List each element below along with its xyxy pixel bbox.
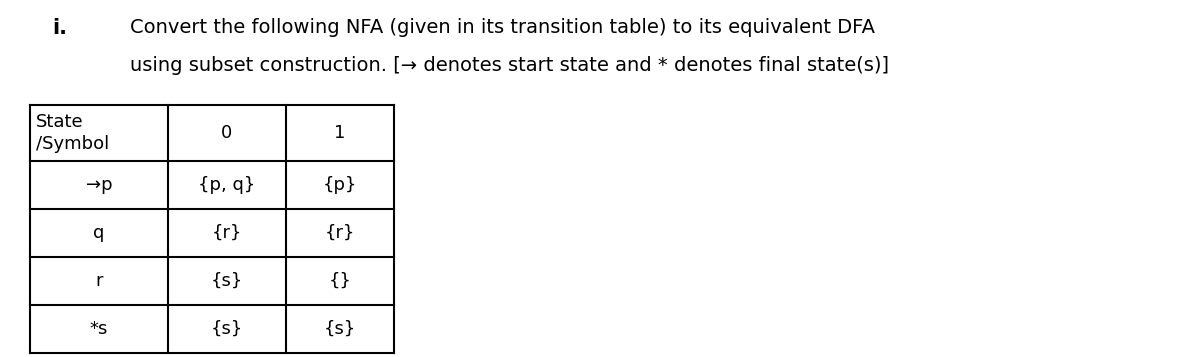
Text: q: q <box>94 224 104 242</box>
Text: {s}: {s} <box>211 272 244 290</box>
Text: using subset construction. [→ denotes start state and * denotes final state(s)]: using subset construction. [→ denotes st… <box>130 56 889 75</box>
Text: →p: →p <box>85 176 113 194</box>
Text: {p, q}: {p, q} <box>198 176 256 194</box>
Text: {p}: {p} <box>323 176 358 194</box>
Text: 1: 1 <box>335 124 346 142</box>
Text: {}: {} <box>329 272 352 290</box>
Text: *s: *s <box>90 320 108 338</box>
Text: i.: i. <box>52 18 67 38</box>
Text: {s}: {s} <box>211 320 244 338</box>
Text: /Symbol: /Symbol <box>36 135 109 153</box>
Text: Convert the following NFA (given in its transition table) to its equivalent DFA: Convert the following NFA (given in its … <box>130 18 875 37</box>
Text: {s}: {s} <box>324 320 356 338</box>
Text: 0: 0 <box>221 124 233 142</box>
Text: r: r <box>95 272 103 290</box>
Text: State: State <box>36 113 84 131</box>
Text: {r}: {r} <box>212 224 242 242</box>
Text: {r}: {r} <box>325 224 355 242</box>
